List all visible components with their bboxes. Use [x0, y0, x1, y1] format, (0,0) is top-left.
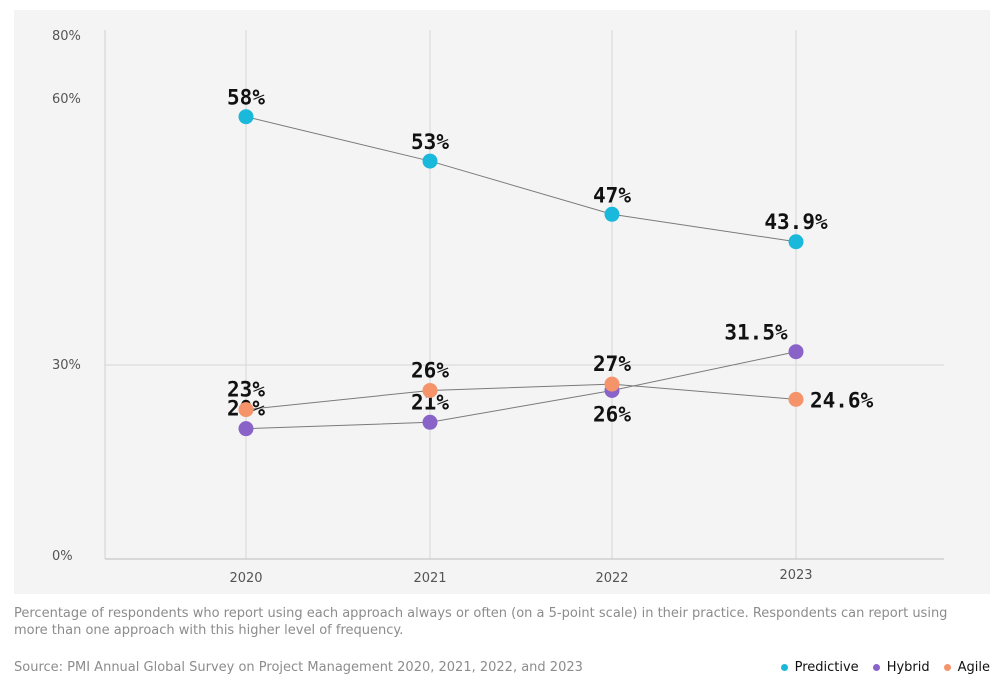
y-tick-label: 80% [52, 29, 81, 44]
series-line-hybrid [245, 351, 797, 430]
x-tick-label: 2020 [229, 571, 262, 586]
legend-item-predictive: Predictive [780, 660, 859, 675]
chart-footnote: Percentage of respondents who report usi… [14, 606, 948, 638]
data-point-predictive-2021 [422, 153, 438, 169]
data-point-hybrid-2023 [788, 344, 804, 360]
legend-label-agile: Agile [957, 660, 990, 675]
data-label-predictive-2023: 43.9% [764, 210, 828, 234]
chart-source: Source: PMI Annual Global Survey on Proj… [14, 660, 583, 675]
data-point-agile-2020 [238, 402, 254, 418]
series-line-agile [245, 383, 797, 411]
legend-dot-agile [943, 664, 951, 671]
data-label-agile-2022: 27% [593, 352, 631, 376]
data-point-hybrid-2020 [238, 421, 254, 437]
y-tick-label: 30% [52, 358, 81, 373]
data-label-hybrid-2022: 26% [593, 402, 631, 426]
data-label-agile-2021: 26% [411, 358, 449, 382]
legend-item-agile: Agile [943, 660, 990, 675]
data-label-agile-2020: 23% [227, 378, 265, 402]
data-point-agile-2021 [422, 382, 438, 398]
x-tick-label: 2023 [779, 568, 812, 583]
y-tick-label: 60% [52, 92, 81, 107]
x-tick-label: 2021 [413, 571, 446, 586]
y-tick-label: 0% [52, 549, 73, 564]
data-label-hybrid-2023: 31.5% [724, 321, 788, 345]
data-point-agile-2022 [604, 376, 620, 392]
data-label-predictive-2021: 53% [411, 130, 449, 154]
legend-dot-predictive [780, 664, 788, 671]
chart-panel: 0% 30% 60% 80% 2020 2021 2022 2023 58% 53% 47% 43.9… [14, 10, 990, 594]
data-label-predictive-2022: 47% [593, 183, 631, 207]
data-label-agile-2023: 24.6% [810, 388, 874, 412]
data-point-predictive-2022 [604, 206, 620, 222]
data-point-hybrid-2021 [422, 414, 438, 430]
data-label-predictive-2020: 58% [227, 86, 265, 110]
series-line-predictive [245, 116, 797, 243]
data-point-predictive-2020 [238, 109, 254, 125]
legend-label-predictive: Predictive [794, 660, 859, 675]
data-point-agile-2023 [788, 391, 804, 407]
legend-dot-hybrid [872, 664, 880, 671]
x-tick-label: 2022 [595, 571, 628, 586]
legend-item-hybrid: Hybrid [872, 660, 930, 675]
legend-label-hybrid: Hybrid [886, 660, 930, 675]
line-chart: 0% 30% 60% 80% 2020 2021 2022 2023 58% 53% 47% 43.9… [52, 29, 944, 586]
data-point-predictive-2023 [788, 234, 804, 250]
legend: Predictive Hybrid Agile [780, 660, 990, 675]
